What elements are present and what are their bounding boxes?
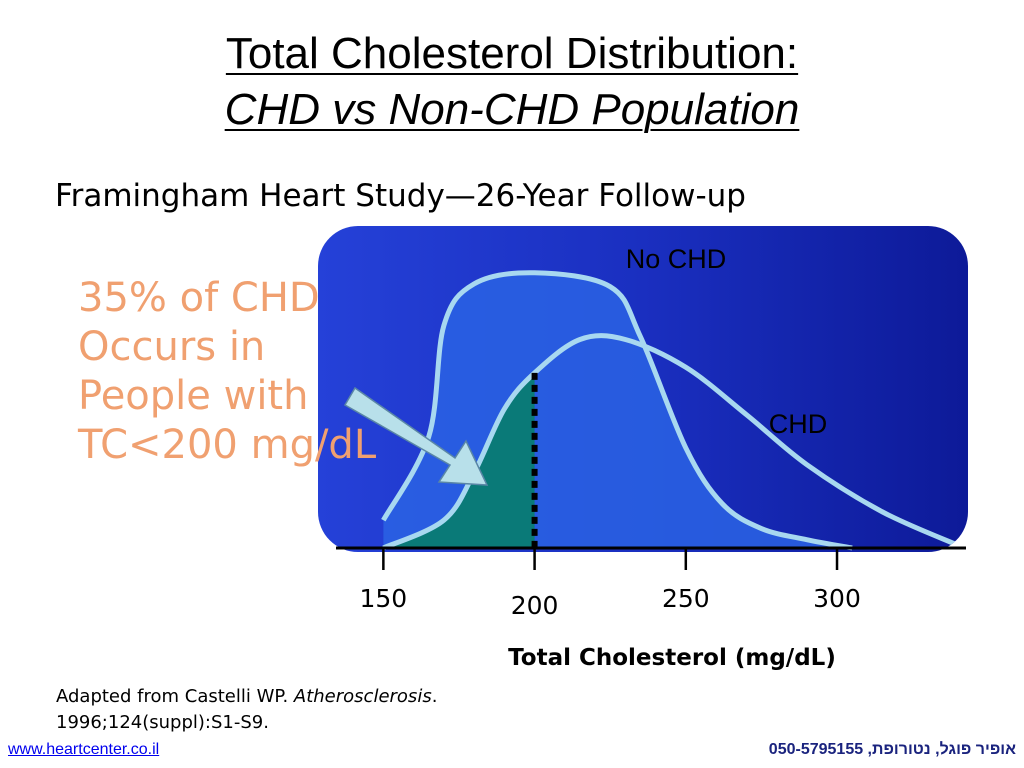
x-tick-label-300: 300 <box>813 584 861 613</box>
source-suffix: . <box>431 686 438 707</box>
callout-text: 35% of CHD Occurs in People with TC<200 … <box>78 275 377 468</box>
slide-title: Total Cholesterol Distribution: <box>225 29 799 78</box>
chd-shaded-region <box>383 372 535 548</box>
x-tick-label-150: 150 <box>360 584 408 613</box>
source-citation: Adapted from Castelli WP. Atherosclerosi… <box>56 684 437 736</box>
series-label-chd: CHD <box>769 409 828 439</box>
no-chd-curve <box>381 270 853 551</box>
contact-info: אופיר פוגל, נטורופת, 050-5795155 <box>768 741 1016 758</box>
x-tick-label-200: 200 <box>511 591 559 620</box>
source-line2: 1996;124(suppl):S1-S9. <box>56 712 269 733</box>
slide-subtitle-italic: CHD vs Non-CHD Population <box>224 85 800 134</box>
callout-arrow <box>343 386 489 486</box>
source-journal: Atherosclerosis <box>293 686 432 707</box>
website-link[interactable]: www.heartcenter.co.il <box>8 741 160 758</box>
series-label-no-chd: No CHD <box>626 244 727 274</box>
x-tick-label-250: 250 <box>662 584 710 613</box>
source-prefix: Adapted from Castelli WP. <box>56 686 294 707</box>
study-caption: Framingham Heart Study—26-Year Follow-up <box>55 178 746 214</box>
x-axis-title: Total Cholesterol (mg/dL) <box>508 645 836 671</box>
